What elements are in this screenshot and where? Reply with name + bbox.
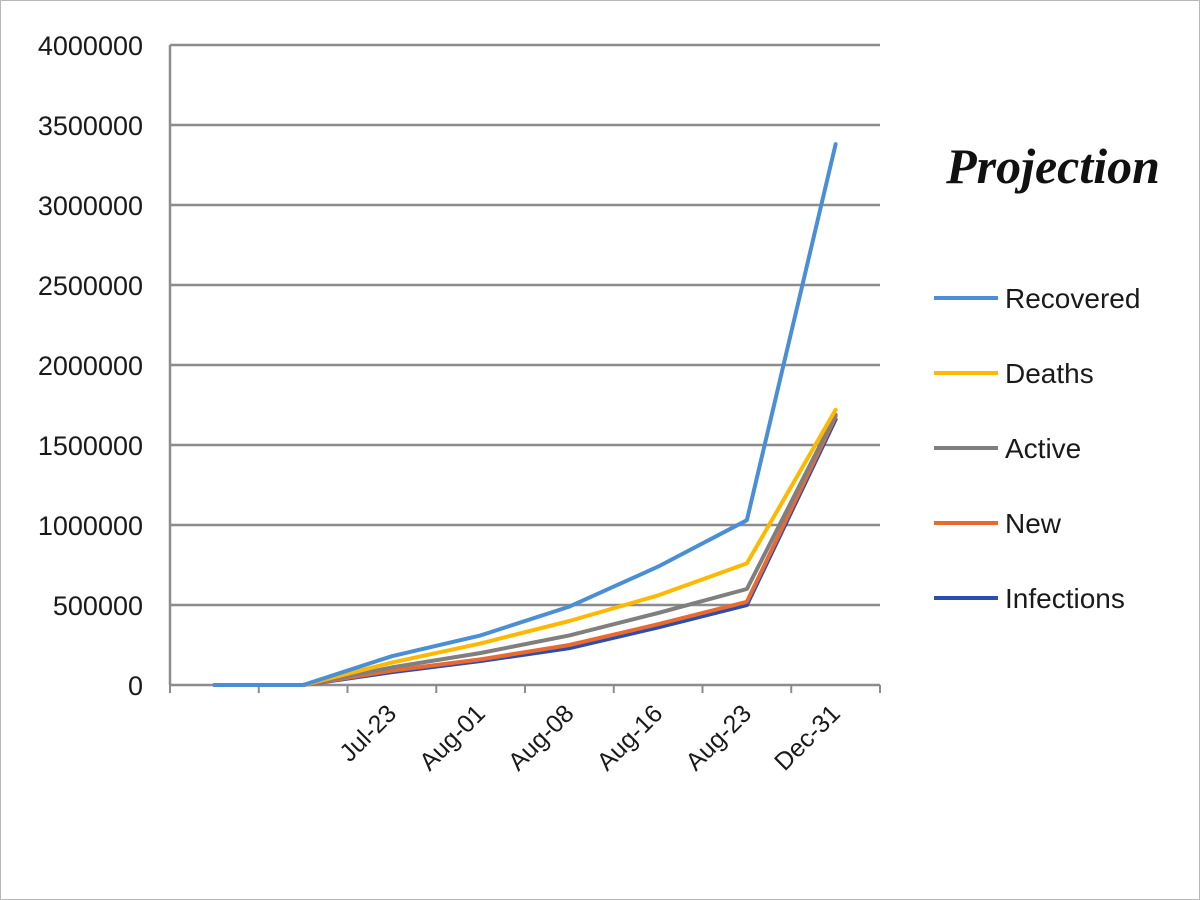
y-tick-label: 1500000 bbox=[38, 431, 143, 461]
x-tick-label: Jul-23 bbox=[334, 699, 402, 767]
series-line-recovered bbox=[212, 142, 838, 687]
y-tick-label: 500000 bbox=[53, 591, 143, 621]
legend-label: Active bbox=[1005, 433, 1081, 464]
legend-label: New bbox=[1005, 508, 1062, 539]
x-tick-label: Aug-23 bbox=[680, 699, 757, 776]
series-lines bbox=[212, 142, 838, 687]
y-tick-label: 1000000 bbox=[38, 511, 143, 541]
x-tick-label: Aug-01 bbox=[414, 699, 491, 776]
axes bbox=[168, 45, 881, 693]
y-tick-label: 3000000 bbox=[38, 191, 143, 221]
y-tick-label: 2000000 bbox=[38, 351, 143, 381]
legend-label: Deaths bbox=[1005, 358, 1094, 389]
legend-label: Infections bbox=[1005, 583, 1125, 614]
legend-label: Recovered bbox=[1005, 283, 1140, 314]
x-tick-labels: Jul-23 Aug-01 Aug-08 Aug-16 Aug-23 Dec-31 bbox=[334, 699, 846, 776]
chart-title: Projection bbox=[945, 138, 1160, 194]
legend-item-new: New bbox=[934, 508, 1062, 539]
legend-item-recovered: Recovered bbox=[934, 283, 1140, 314]
x-tick-label: Aug-16 bbox=[592, 699, 669, 776]
y-tick-label: 0 bbox=[128, 671, 143, 701]
x-tick-label: Dec-31 bbox=[769, 699, 846, 776]
legend: Recovered Deaths Active New Infections bbox=[934, 283, 1140, 614]
gridlines bbox=[170, 43, 880, 687]
legend-item-active: Active bbox=[934, 433, 1081, 464]
series-line-active bbox=[212, 412, 838, 687]
legend-item-deaths: Deaths bbox=[934, 358, 1094, 389]
y-tick-label: 3500000 bbox=[38, 111, 143, 141]
x-tick-label: Aug-08 bbox=[503, 699, 580, 776]
y-tick-label: 2500000 bbox=[38, 271, 143, 301]
y-tick-label: 4000000 bbox=[38, 31, 143, 61]
y-tick-labels: 0 500000 1000000 1500000 2000000 2500000 30000… bbox=[38, 31, 143, 701]
legend-item-infections: Infections bbox=[934, 583, 1125, 614]
